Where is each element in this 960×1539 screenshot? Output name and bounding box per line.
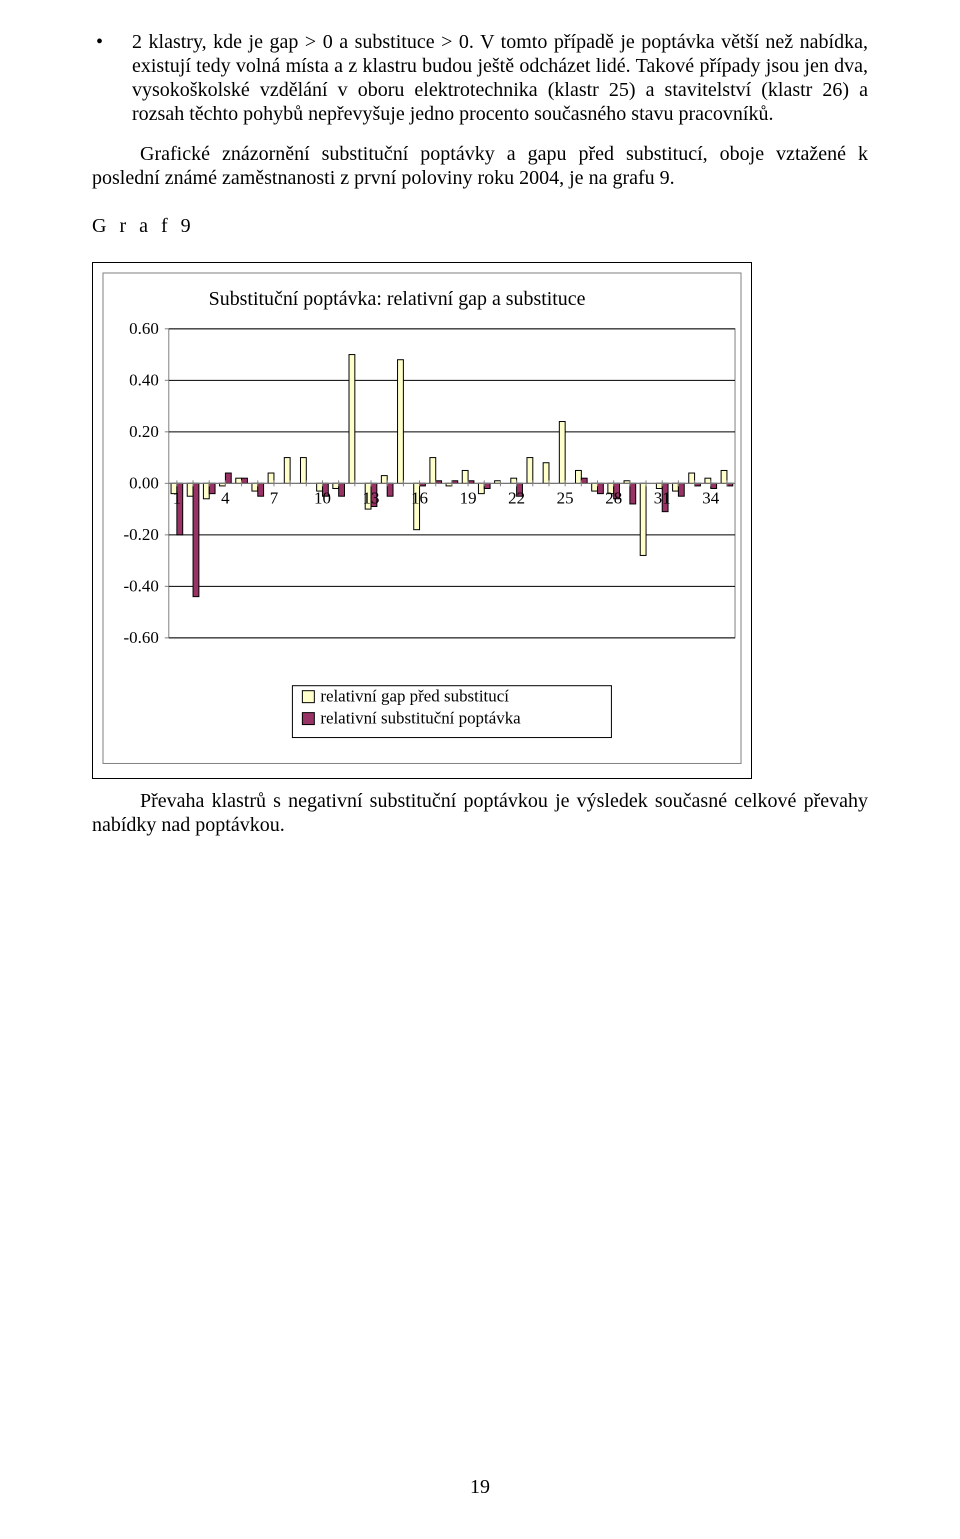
svg-text:16: 16 bbox=[411, 488, 428, 507]
svg-text:0.40: 0.40 bbox=[129, 370, 159, 389]
svg-text:-0.60: -0.60 bbox=[124, 628, 159, 647]
svg-text:Substituční poptávka: relativn: Substituční poptávka: relativní gap a su… bbox=[209, 288, 586, 310]
bar-chart: Substituční poptávka: relativní gap a su… bbox=[99, 269, 745, 767]
svg-text:relativní substituční poptávka: relativní substituční poptávka bbox=[320, 709, 521, 728]
page: • 2 klastry, kde je gap > 0 a substituce… bbox=[0, 0, 960, 1539]
svg-text:10: 10 bbox=[314, 488, 331, 507]
svg-text:31: 31 bbox=[654, 488, 671, 507]
svg-text:7: 7 bbox=[270, 488, 278, 507]
bullet-marker: • bbox=[92, 30, 132, 126]
page-number: 19 bbox=[0, 1476, 960, 1499]
svg-text:-0.20: -0.20 bbox=[124, 525, 159, 544]
svg-text:0.60: 0.60 bbox=[129, 319, 159, 338]
svg-text:19: 19 bbox=[460, 488, 477, 507]
bullet-text: 2 klastry, kde je gap > 0 a substituce >… bbox=[132, 30, 868, 126]
svg-text:relativní gap před substitucí: relativní gap před substitucí bbox=[320, 687, 509, 706]
svg-text:4: 4 bbox=[221, 488, 230, 507]
svg-text:28: 28 bbox=[605, 488, 622, 507]
chart-outer-frame: Substituční poptávka: relativní gap a su… bbox=[92, 262, 752, 779]
svg-text:0.00: 0.00 bbox=[129, 473, 159, 492]
graf-label: G r a f 9 bbox=[92, 214, 868, 238]
paragraph-before-chart: Grafické znázornění substituční poptávky… bbox=[92, 142, 868, 190]
svg-text:34: 34 bbox=[702, 488, 719, 507]
svg-text:0.20: 0.20 bbox=[129, 422, 159, 441]
svg-text:22: 22 bbox=[508, 488, 525, 507]
svg-text:25: 25 bbox=[557, 488, 574, 507]
svg-text:1: 1 bbox=[173, 488, 181, 507]
svg-text:-0.40: -0.40 bbox=[124, 576, 159, 595]
svg-text:13: 13 bbox=[363, 488, 380, 507]
paragraph-after-chart: Převaha klastrů s negativní substituční … bbox=[92, 789, 868, 837]
bullet-item: • 2 klastry, kde je gap > 0 a substituce… bbox=[92, 30, 868, 126]
